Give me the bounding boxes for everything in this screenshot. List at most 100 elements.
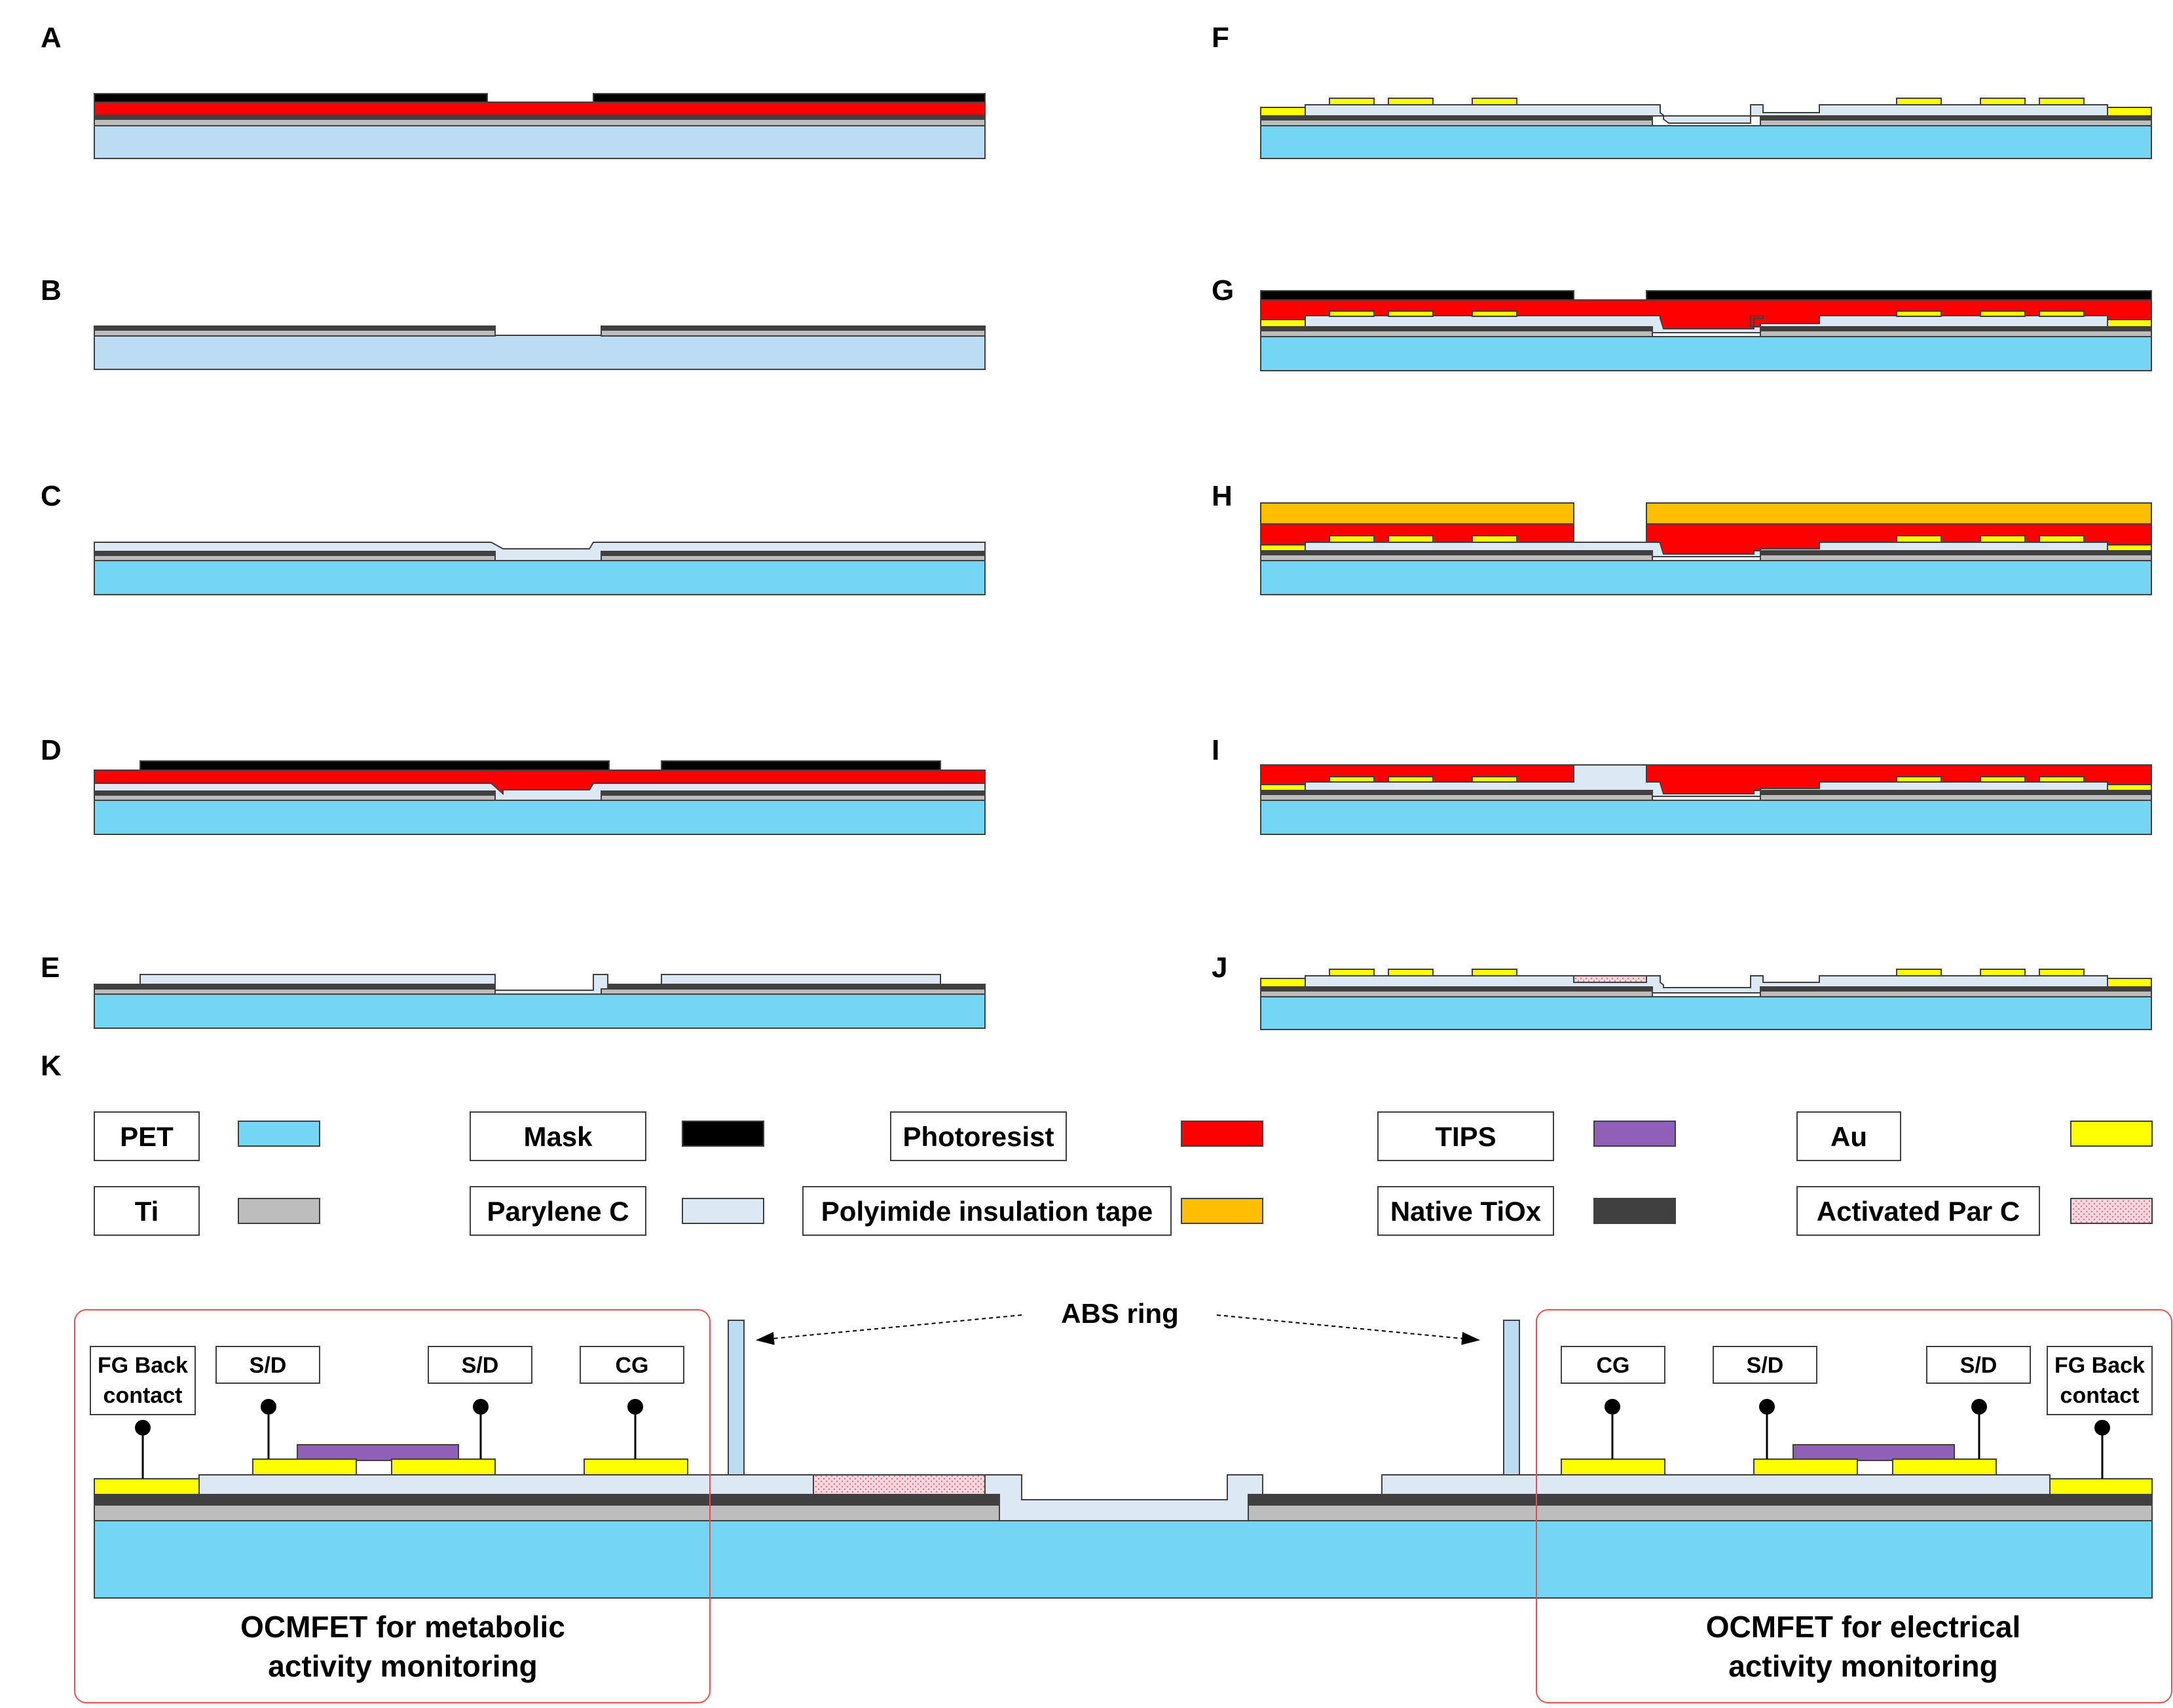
au-electrode [1472, 969, 1517, 976]
legend-item-parylene: Parylene C [470, 1186, 764, 1236]
pet-substrate [94, 1520, 2153, 1599]
pet-substrate [1260, 560, 2152, 595]
panel-a-stack [94, 93, 986, 159]
parylene-right [661, 974, 941, 985]
au-cg-left [584, 1458, 688, 1476]
au-electrode [1388, 310, 1434, 317]
au-electrode [1388, 969, 1434, 976]
legend-item-tiox: Native TiOx [1377, 1186, 1676, 1236]
panel-label-j: J [1212, 952, 1227, 984]
au-contact-right [2107, 784, 2152, 791]
au-electrode [1472, 310, 1517, 317]
sd-label: S/D [462, 1353, 499, 1378]
metabolic-ocmfet-caption-line2: activity monitoring [268, 1649, 537, 1683]
legend-swatch [2070, 1198, 2153, 1224]
tiox-layer-left [94, 551, 496, 556]
au-contact-left [1260, 107, 1306, 117]
sd-label: S/D [250, 1353, 287, 1378]
tiox-layer-left [94, 984, 496, 990]
pet-substrate [1260, 336, 2152, 371]
device-cross-section [94, 1320, 2153, 1599]
au-sd-right-1 [1753, 1458, 1858, 1476]
pet-substrate [94, 335, 986, 370]
ti-layer-right [1760, 794, 2152, 801]
pet-substrate [94, 800, 986, 835]
au-contact-left [1260, 544, 1306, 551]
pet-substrate [94, 125, 986, 159]
legend: PET Mask Photoresist TIPS Au Ti [94, 1111, 2153, 1236]
au-electrode [1896, 535, 1942, 543]
au-electrode [1896, 310, 1942, 317]
mask-right [1646, 290, 2152, 301]
ti-layer-right [1760, 119, 2152, 126]
au-contact-right [2107, 319, 2152, 327]
au-sd-left-1 [252, 1458, 357, 1476]
electrical-ocmfet-caption-line1: OCMFET for electrical [1706, 1610, 2021, 1644]
metabolic-ocmfet-region [74, 1309, 711, 1703]
abs-ring-label: ABS ring [1061, 1298, 1179, 1329]
au-electrode [1896, 776, 1942, 783]
legend-label: Polyimide insulation tape [821, 1196, 1153, 1227]
legend-swatch [1593, 1121, 1676, 1147]
au-electrode [1896, 98, 1942, 105]
cg-label: CG [616, 1353, 649, 1378]
tiox-layer-right [601, 551, 986, 556]
activated-parylene [1573, 975, 1647, 983]
tiox-layer-right [1248, 1494, 2153, 1506]
ti-layer [94, 119, 986, 126]
au-electrode [1980, 98, 2026, 105]
legend-swatch [1181, 1198, 1263, 1224]
tips-right [1792, 1444, 1955, 1461]
activated-parylene [813, 1474, 986, 1495]
parylene-trench [494, 974, 608, 995]
au-fg-contact-right [2049, 1478, 2153, 1495]
au-contact-left [1260, 319, 1306, 327]
legend-label: Activated Par C [1817, 1196, 2020, 1227]
legend-swatch [2070, 1121, 2153, 1147]
abs-arrow-right [1216, 1314, 1480, 1345]
ti-layer-left [1260, 554, 1653, 561]
ti-layer-right [1760, 990, 2152, 997]
panel-f-stack [1260, 98, 2152, 159]
au-contact-right [2107, 544, 2152, 551]
panel-e-stack [94, 974, 986, 1029]
ti-layer-right [601, 329, 986, 337]
au-electrode [1472, 776, 1517, 783]
au-electrode [2039, 969, 2085, 976]
legend-item-pet: PET [94, 1111, 320, 1161]
ti-layer-right [601, 988, 986, 995]
au-sd-left-2 [391, 1458, 496, 1476]
panel-label-f: F [1212, 22, 1229, 54]
au-contact-right [2107, 978, 2152, 988]
mask-left [94, 93, 488, 103]
mask-left [1260, 290, 1574, 301]
panel-d-stack [94, 760, 986, 835]
ti-layer-left [94, 1504, 1000, 1521]
panel-label-d: D [41, 734, 62, 766]
au-electrode [1980, 535, 2026, 543]
metabolic-ocmfet-caption-line1: OCMFET for metabolic [240, 1610, 565, 1644]
au-electrode [1980, 776, 2026, 783]
right-device-labels: CG S/D S/D FG Back contact [1561, 1346, 2153, 1479]
panel-label-e: E [41, 952, 60, 984]
tiox-layer-left [94, 1494, 1000, 1506]
au-electrode [2039, 98, 2085, 105]
ti-layer-left [94, 329, 496, 337]
legend-label: Mask [523, 1121, 593, 1152]
ti-layer-left [94, 794, 496, 801]
photoresist-layer [94, 770, 986, 796]
abs-ring-left [728, 1320, 745, 1476]
au-electrode [1388, 776, 1434, 783]
fg-back-contact-label-line2: contact [2060, 1383, 2140, 1408]
panel-g-stack [1260, 290, 2152, 371]
panel-label-a: A [41, 22, 62, 54]
au-electrode [1472, 98, 1517, 105]
legend-item-polyimide: Polyimide insulation tape [802, 1186, 1263, 1236]
tiox-layer-left [94, 790, 496, 796]
legend-item-mask: Mask [470, 1111, 764, 1161]
ti-layer-right [601, 794, 986, 801]
legend-item-activated-parc: Activated Par C [1796, 1186, 2153, 1236]
au-electrode [2039, 310, 2085, 317]
au-electrode [1329, 535, 1375, 543]
